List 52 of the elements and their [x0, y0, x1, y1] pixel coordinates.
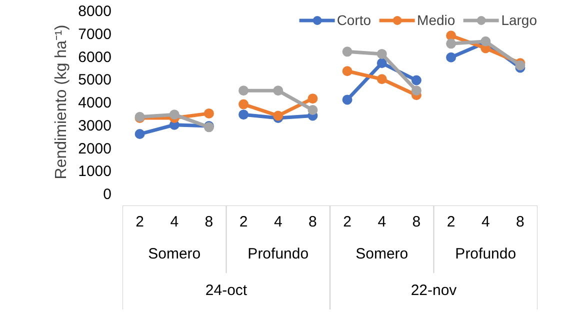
y-tick-label: 7000 [78, 26, 112, 43]
point [342, 94, 352, 105]
point [342, 46, 352, 57]
point [134, 129, 145, 140]
x-tick-label: 8 [412, 214, 421, 231]
point [376, 48, 387, 59]
point [308, 94, 318, 104]
y-tick-label: 0 [103, 186, 112, 203]
x-tick-label: 4 [274, 214, 282, 231]
x-tick-label: 2 [136, 214, 144, 231]
point [308, 105, 318, 115]
point [411, 86, 422, 96]
x-tick-label: 8 [204, 214, 214, 231]
y-tick-label: 8000 [78, 3, 112, 20]
text: 22-nov [410, 282, 458, 299]
point [238, 99, 249, 110]
x-tick-label: 4 [481, 214, 490, 231]
point [376, 74, 387, 84]
legend-label: Corto [336, 12, 372, 28]
y-tick-label: 3000 [78, 117, 112, 134]
text: Somero [148, 246, 201, 263]
point [273, 110, 284, 121]
text: Profundo [248, 246, 309, 263]
x-tick-label: 4 [170, 214, 179, 231]
x-tick-label: 2 [446, 214, 456, 231]
point [376, 58, 387, 68]
y-tick-label: 4000 [78, 94, 112, 112]
x-tick-label: 8 [516, 214, 524, 231]
legend-label: Medio [417, 12, 456, 28]
point [238, 110, 249, 120]
point [238, 86, 249, 96]
point [446, 52, 456, 62]
point [411, 75, 422, 86]
point [273, 86, 284, 96]
text: Somero [356, 246, 408, 263]
point [342, 66, 352, 76]
point [446, 30, 456, 41]
y-tick-label: 6000 [78, 48, 112, 66]
y-axis-title: Rendimiento (kg ha⁻¹) [53, 24, 70, 180]
y-tick-label: 5000 [78, 72, 112, 89]
x-tick-label: 2 [239, 214, 248, 231]
text: Profundo [455, 246, 516, 263]
x-tick-label: 8 [308, 214, 317, 231]
point [204, 108, 214, 118]
x-tick-label: 4 [378, 214, 386, 231]
point [169, 110, 180, 120]
point [446, 38, 456, 49]
legend-label: Largo [501, 12, 537, 28]
y-tick-label: 1000 [78, 163, 112, 180]
y-tick-label: 2000 [78, 140, 112, 158]
x-tick-label: 2 [343, 214, 352, 231]
text: 24-oct [205, 282, 248, 299]
